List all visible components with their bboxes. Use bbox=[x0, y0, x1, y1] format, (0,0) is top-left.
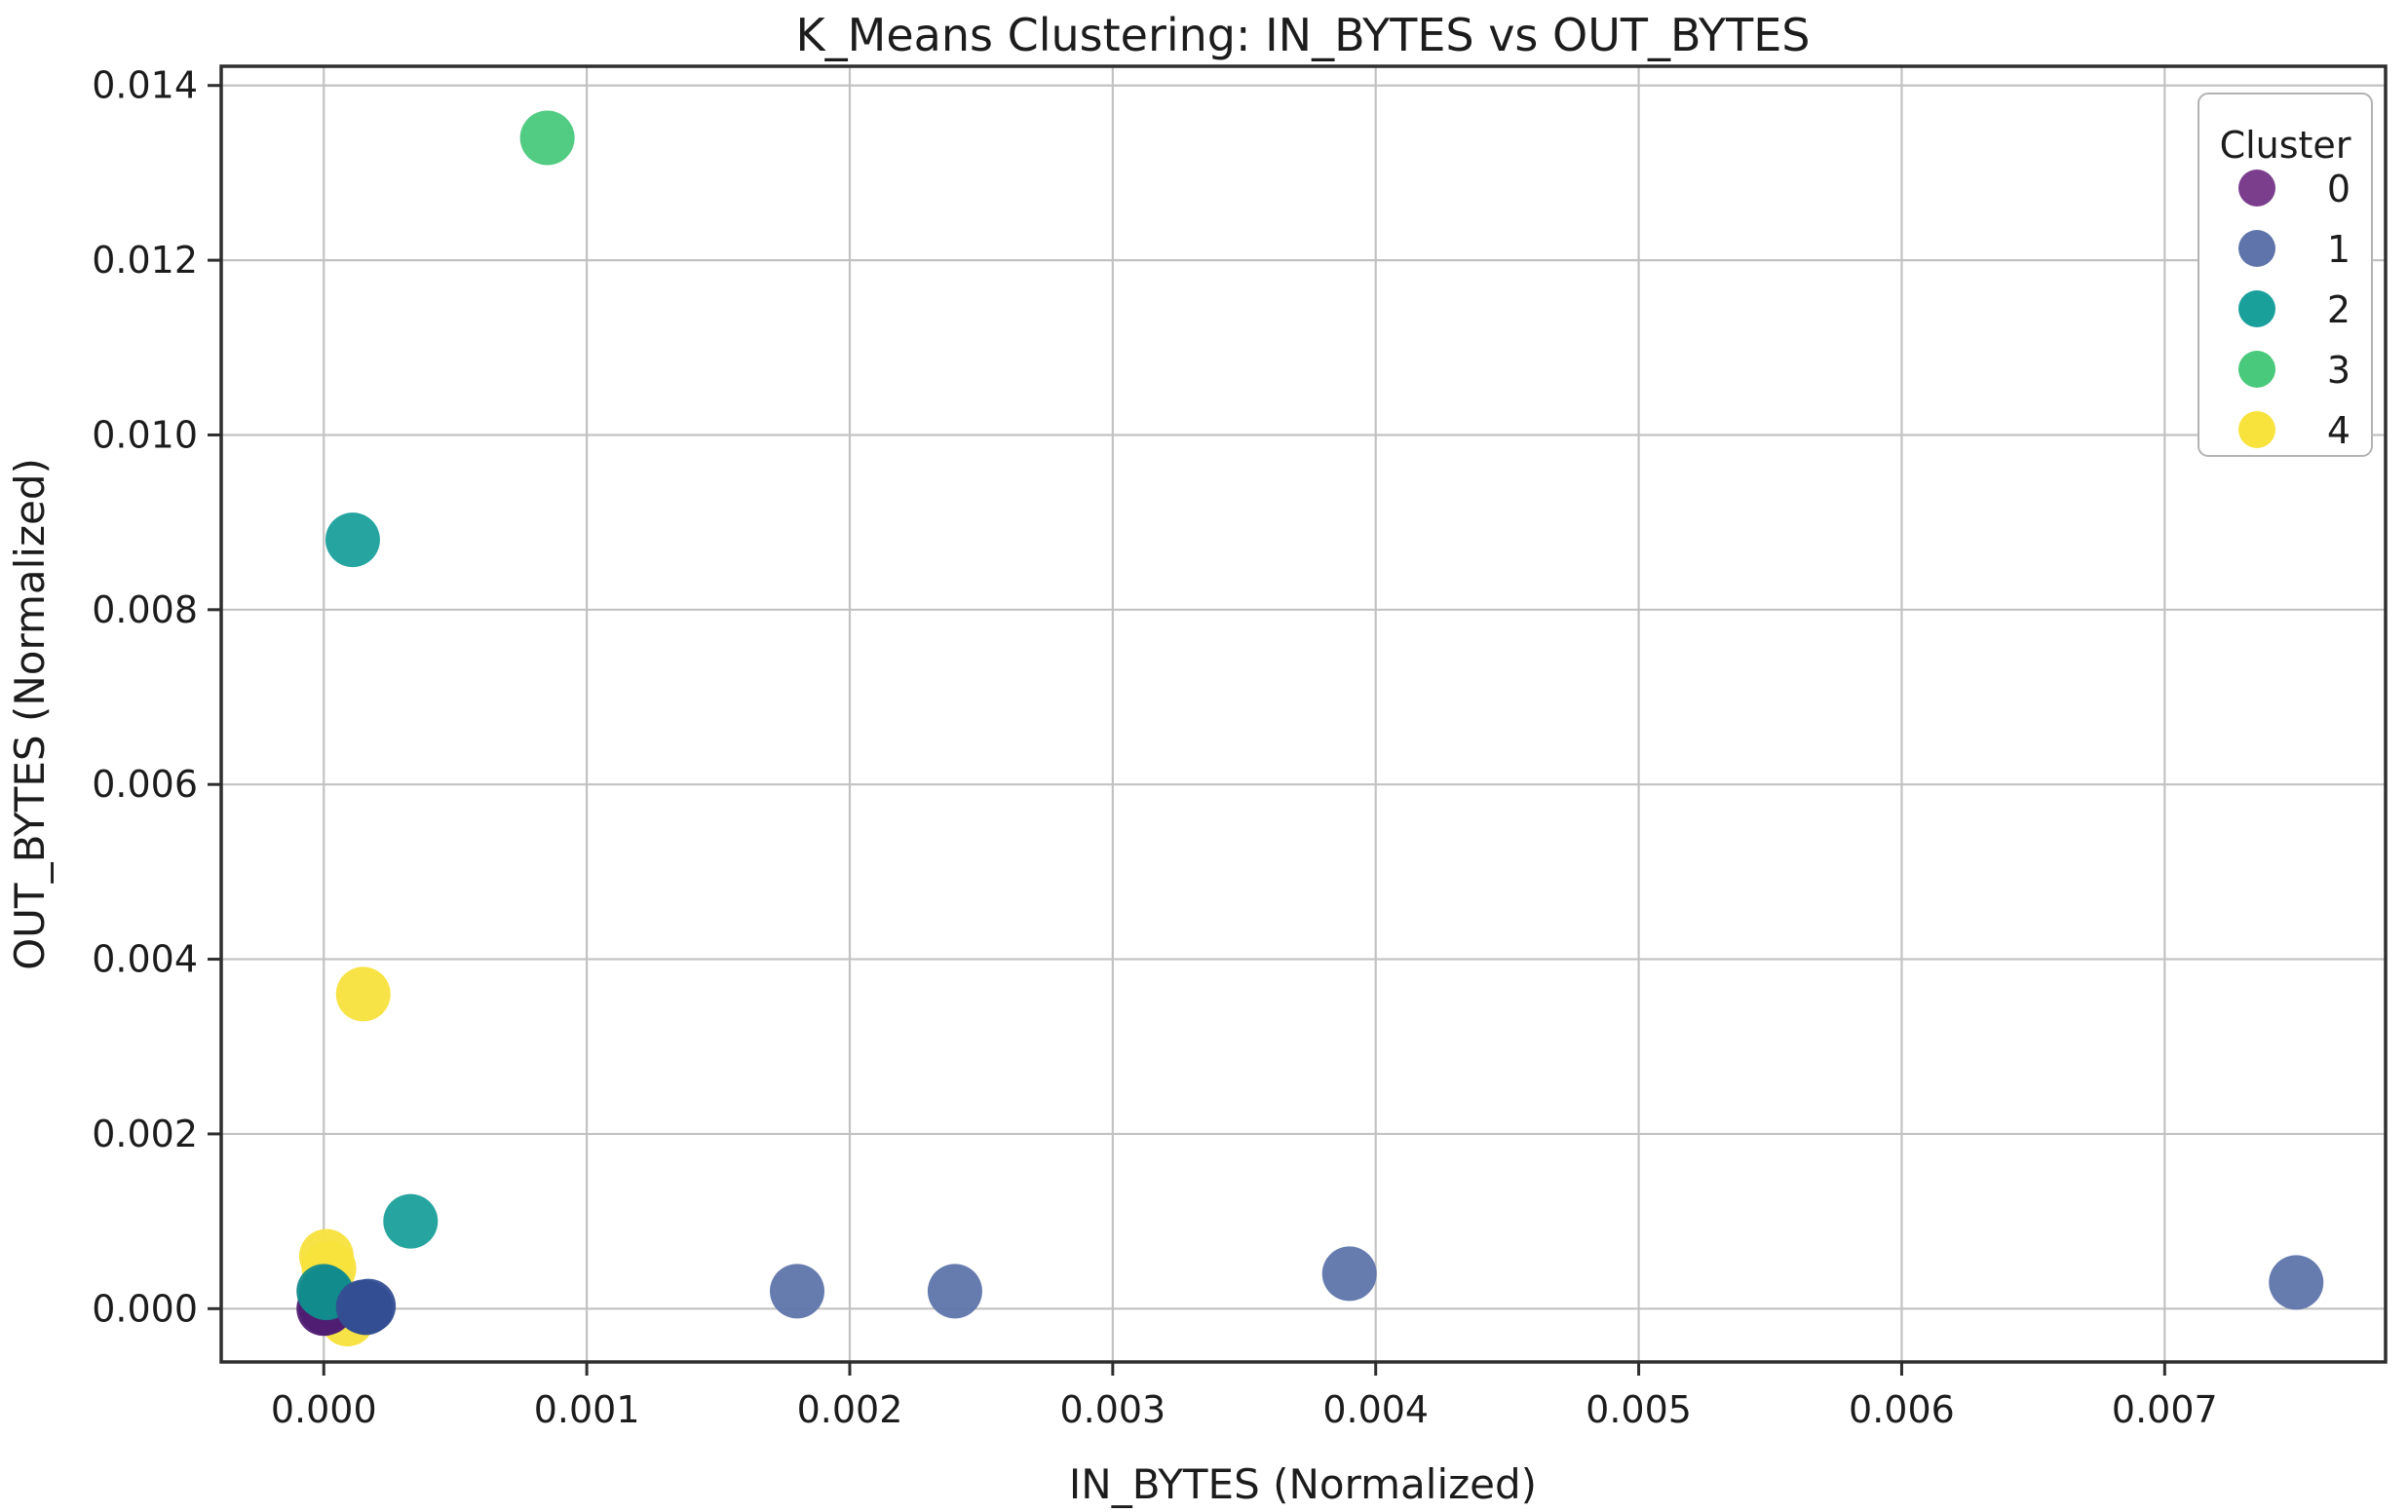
legend-entry-label: 2 bbox=[2327, 288, 2351, 331]
scatter-point-cluster-3 bbox=[519, 110, 575, 166]
scatter-point-cluster-2 bbox=[325, 512, 380, 568]
x-tick-label: 0.004 bbox=[1322, 1388, 1429, 1431]
legend-entry-label: 1 bbox=[2327, 228, 2351, 271]
y-tick-label: 0.008 bbox=[92, 588, 198, 631]
x-tick-label: 0.000 bbox=[271, 1388, 377, 1431]
scatter-point-cluster-2 bbox=[383, 1193, 439, 1249]
legend-marker-icon bbox=[2238, 351, 2275, 388]
legend-marker-icon bbox=[2238, 230, 2275, 267]
y-tick-label: 0.006 bbox=[92, 763, 198, 806]
grid-layer bbox=[221, 66, 2386, 1362]
y-axis-label: OUT_BYTES (Normalized) bbox=[6, 458, 54, 970]
scatter-point-cluster-1 bbox=[927, 1264, 982, 1319]
scatter-point-cluster-4 bbox=[335, 966, 391, 1022]
legend-entry-3: 3 bbox=[2238, 349, 2351, 392]
scatter-point-cluster-1 bbox=[770, 1264, 825, 1319]
legend: Cluster 0 1 2 3 4 bbox=[2198, 93, 2373, 457]
legend-entry-label: 4 bbox=[2327, 409, 2351, 452]
y-tick-label: 0.004 bbox=[92, 938, 198, 981]
y-tick-label: 0.012 bbox=[92, 239, 198, 282]
x-tick-label: 0.001 bbox=[534, 1388, 640, 1431]
tick-layer: 0.000 0.001 0.002 0.003 0.004 0.005 0.006 0.007… bbox=[92, 64, 2218, 1431]
y-tick-label: 0.002 bbox=[92, 1113, 198, 1155]
x-tick-label: 0.005 bbox=[1586, 1388, 1692, 1431]
scatter-points bbox=[296, 110, 2324, 1347]
legend-entry-label: 0 bbox=[2327, 168, 2351, 210]
x-tick-label: 0.003 bbox=[1059, 1388, 1166, 1431]
legend-marker-icon bbox=[2238, 411, 2275, 448]
y-tick-label: 0.000 bbox=[92, 1287, 198, 1330]
x-tick-label: 0.006 bbox=[1849, 1388, 1955, 1431]
legend-entry-label: 3 bbox=[2327, 349, 2351, 392]
scatter-point-cluster-1 bbox=[338, 1280, 394, 1336]
legend-title: Cluster bbox=[2220, 124, 2351, 167]
y-tick-label: 0.014 bbox=[92, 64, 198, 107]
legend-entry-2: 2 bbox=[2238, 288, 2351, 331]
legend-entry-0: 0 bbox=[2238, 168, 2351, 210]
legend-entry-4: 4 bbox=[2238, 409, 2351, 452]
y-tick-label: 0.010 bbox=[92, 413, 198, 456]
legend-entry-1: 1 bbox=[2238, 228, 2351, 271]
legend-marker-icon bbox=[2238, 290, 2275, 327]
plot-border bbox=[219, 64, 2388, 1364]
legend-marker-icon bbox=[2238, 170, 2275, 207]
x-tick-label: 0.007 bbox=[2112, 1388, 2218, 1431]
legend-entries: 0 1 2 3 4 bbox=[2238, 168, 2351, 452]
chart-title: K_Means Clustering: IN_BYTES vs OUT_BYTE… bbox=[796, 9, 1811, 61]
scatter-point-cluster-1 bbox=[2269, 1255, 2324, 1310]
x-tick-label: 0.002 bbox=[797, 1388, 903, 1431]
x-axis-label: IN_BYTES (Normalized) bbox=[1069, 1460, 1537, 1508]
scatter-point-cluster-1 bbox=[1321, 1246, 1377, 1302]
